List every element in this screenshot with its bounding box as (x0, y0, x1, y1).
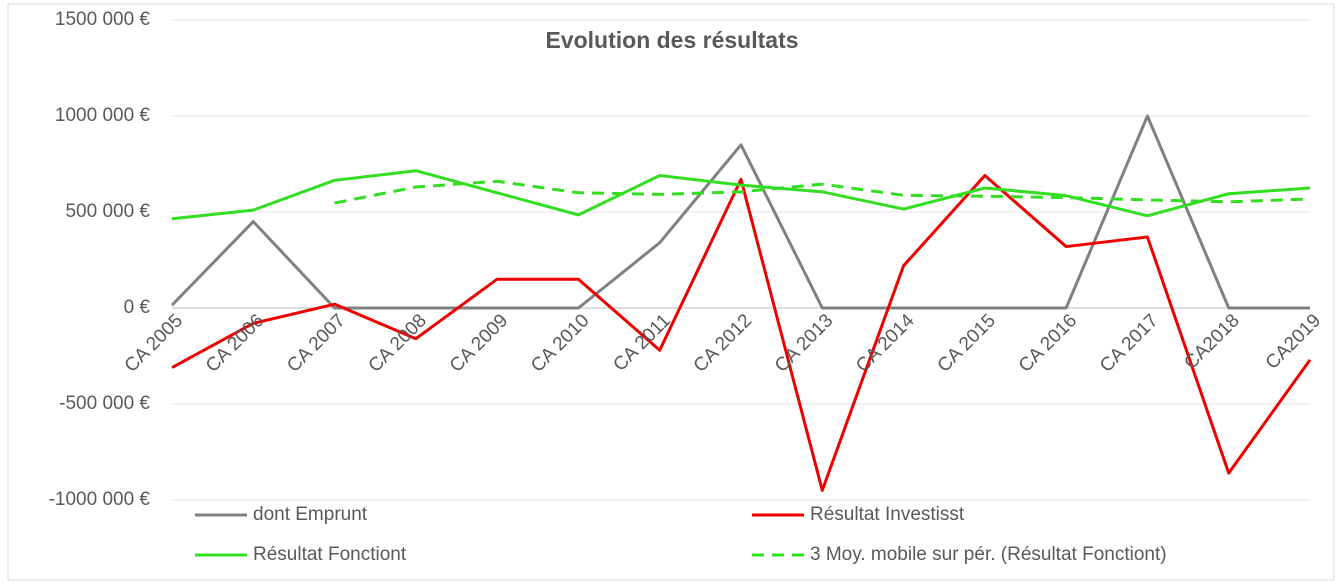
series-line (171, 174, 1312, 492)
y-tick-label: 500 000 € (65, 201, 150, 222)
chart-title: Evolution des résultats (545, 27, 798, 53)
legend-label: Résultat Fonctiont (253, 544, 407, 565)
series-line (334, 179, 1311, 205)
y-tick-label: -500 000 € (59, 393, 150, 414)
y-tick-label: -1000 000 € (49, 489, 151, 510)
legend-label: Résultat Investisst (810, 504, 965, 525)
chart-border (7, 3, 1335, 581)
y-tick-label: 1500 000 € (55, 9, 151, 30)
legend-label: 3 Moy. mobile sur pér. (Résultat Fonctio… (810, 544, 1167, 565)
series-line (171, 169, 1311, 221)
y-tick-label: 1000 000 € (55, 105, 151, 126)
legend-label: dont Emprunt (253, 504, 368, 525)
series-line (170, 114, 1310, 310)
y-tick-label: 0 € (124, 297, 151, 318)
